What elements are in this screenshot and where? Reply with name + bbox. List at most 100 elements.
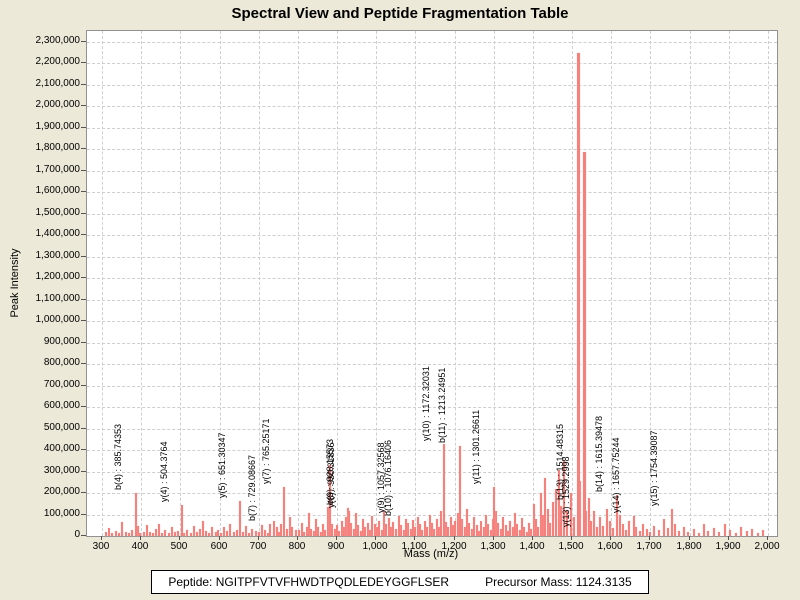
peak-bar [327,507,329,536]
y-tick-label: 1,500,000 [35,207,81,218]
peak-bar [364,527,366,536]
x-tick-label: 2,000 [754,541,780,552]
peak-annotation: b(14) : 1615.39478 [594,416,605,493]
peak-bar [105,532,107,536]
peak-bar [476,525,478,536]
peak-bar [433,529,435,536]
peak-bar [671,509,673,536]
gridline-horizontal [87,192,777,193]
gridline-horizontal [87,321,777,322]
peak-bar [229,524,231,536]
peak-annotation: y(14) : 1657.75244 [610,437,621,513]
plot-area[interactable] [86,30,778,537]
peak-bar [276,527,278,536]
peak-bar [493,487,495,536]
peak-bar [164,530,166,536]
peak-bar [438,527,440,536]
peak-bar [403,530,405,536]
peak-bar [149,532,151,536]
peak-bar [683,527,685,536]
peak-bar [338,531,340,536]
peak-bar [283,487,285,536]
peak-bar [596,527,598,536]
x-tick-label: 800 [288,541,306,552]
gridline-vertical [572,31,573,536]
peak-bar [395,529,397,536]
peak-bar [273,521,275,536]
y-tick [81,148,86,149]
peak-bar [383,511,385,536]
y-tick [81,277,86,278]
peak-bar [245,526,247,536]
gridline-vertical [690,31,691,536]
peak-annotation: y(8) : 930.31836 [325,442,336,509]
peak-bar [202,521,204,536]
y-tick-label: 500,000 [43,422,80,433]
peak-bar [168,533,170,536]
peak-bar [417,517,419,536]
gridline-vertical [337,31,338,536]
peak-bar [560,506,562,536]
peak-bar [220,533,222,536]
peak-bar [625,530,627,536]
x-tick [728,536,729,540]
peak-bar [599,517,601,536]
peak-bar [429,515,431,536]
peak-bar [579,481,581,536]
peak-annotation: b(10) : 1076.16406 [383,439,394,516]
peak-bar [143,532,145,536]
gridline-vertical [650,31,651,536]
peak-bar [713,528,715,536]
peak-bar [211,527,213,536]
peak-bar [190,533,192,536]
y-tick [81,234,86,235]
peak-bar [128,533,130,536]
gridline-vertical [611,31,612,536]
x-tick-label: 1,200 [441,541,467,552]
gridline-vertical [141,31,142,536]
x-tick [493,536,494,540]
peak-bar [155,529,157,536]
peak-bar [331,524,333,536]
peak-bar [181,505,183,536]
peak-bar [424,521,426,536]
peak-bar [740,527,742,536]
peak-bar [540,493,542,536]
peak-bar [566,511,568,536]
peak-bar [426,527,428,536]
peak-annotation: b(7) : 729.08667 [247,455,258,522]
peak-bar [320,532,322,536]
peak-bar [762,530,764,536]
peak-bar [454,521,456,536]
peak-bar [674,524,676,536]
x-tick [689,536,690,540]
gridline-vertical [455,31,456,536]
peak-bar [261,525,263,536]
peak-annotation: y(11) : 1301.26611 [471,409,482,484]
x-tick [571,536,572,540]
peak-bar [161,533,163,536]
x-tick-label: 1,800 [676,541,702,552]
peak-bar [108,528,110,536]
gridline-horizontal [87,386,777,387]
peak-bar [118,533,120,536]
gridline-horizontal [87,149,777,150]
peak-bar [478,531,480,536]
peak-annotation: b(11) : 1213.24951 [436,367,447,443]
peak-bar [509,521,511,536]
peak-annotation: y(4) : 504.3764 [159,441,170,502]
x-tick [375,536,376,540]
peak-bar [137,526,139,536]
peak-bar [570,493,572,536]
y-tick-label: 1,800,000 [35,142,81,153]
y-tick [81,514,86,515]
x-tick-label: 1,500 [558,541,584,552]
peak-bar [609,521,611,536]
y-tick-label: 2,300,000 [35,35,81,46]
peak-bar [698,533,700,536]
peak-bar [291,527,293,536]
peak-bar [547,509,549,536]
peak-bar [334,529,336,536]
peak-bar [707,531,709,536]
y-tick [81,471,86,472]
